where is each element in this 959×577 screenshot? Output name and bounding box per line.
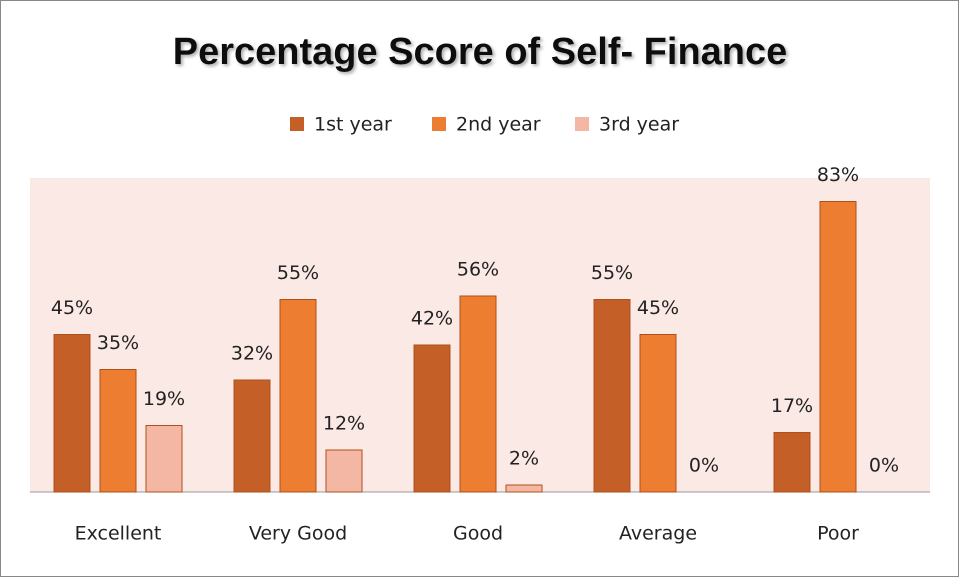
x-tick-label: Poor [817,523,859,545]
legend-swatch [290,117,304,131]
bar [145,425,183,493]
data-label: 45% [51,297,93,319]
bar [773,432,811,493]
bar [413,344,451,493]
legend-swatch [432,117,446,131]
bar [325,449,363,493]
legend-label: 2nd year [456,114,541,136]
x-tick-label: Excellent [75,523,162,545]
bar [53,334,91,493]
bar [505,484,543,493]
x-tick-label: Very Good [249,523,347,545]
data-label: 2% [509,448,539,470]
data-label: 45% [637,297,679,319]
legend-label: 3rd year [599,114,679,136]
data-label: 0% [869,455,899,477]
data-label: 35% [97,332,139,354]
legend-label: 1st year [314,114,392,136]
x-tick-label: Average [619,523,697,545]
data-label: 55% [277,262,319,284]
data-label: 12% [323,413,365,435]
x-tick-label: Good [453,523,503,545]
bar [639,334,677,493]
data-label: 42% [411,308,453,330]
data-label: 56% [457,259,499,281]
data-label: 19% [143,388,185,410]
bar [279,299,317,493]
bar [459,295,497,493]
data-label: 83% [817,164,859,186]
bar [99,369,137,493]
data-label: 55% [591,262,633,284]
bar [819,201,857,493]
bar [593,299,631,493]
data-label: 17% [771,395,813,417]
legend-swatch [575,117,589,131]
bar [233,379,271,493]
data-label: 0% [689,455,719,477]
chart-title: Percentage Score of Self- Finance [173,31,788,73]
data-label: 32% [231,343,273,365]
